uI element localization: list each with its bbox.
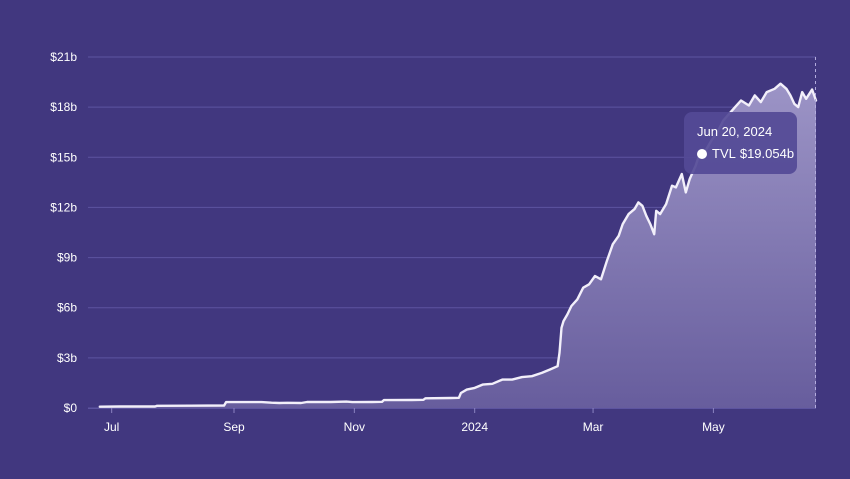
tooltip-series-label: TVL — [712, 146, 736, 161]
tooltip-date: Jun 20, 2024 — [697, 124, 773, 139]
y-tick-label: $3b — [57, 351, 77, 365]
x-axis: Jul Sep Nov 2024 Mar May — [88, 408, 816, 434]
x-tick-label: Nov — [344, 420, 365, 434]
y-tick-label: $12b — [50, 200, 77, 214]
x-tick-label: Mar — [583, 420, 604, 434]
y-tick-label: $9b — [57, 251, 77, 265]
series-dot-icon — [697, 148, 707, 159]
tooltip: Jun 20, 2024 TVL $19.054b — [684, 112, 797, 174]
gridlines — [88, 56, 816, 409]
y-axis: $0 $3b $6b $9b $12b $15b $18b $21b — [50, 50, 77, 415]
y-tick-label: $18b — [50, 100, 77, 114]
y-tick-label: $6b — [57, 301, 77, 315]
y-tick-label: $15b — [50, 150, 77, 164]
x-tick-label: 2024 — [461, 420, 488, 434]
y-tick-label: $0 — [64, 401, 78, 415]
tvl-area — [99, 83, 817, 408]
tvl-line — [98, 82, 818, 408]
y-tick-label: $21b — [50, 50, 77, 64]
x-tick-label: May — [702, 420, 725, 434]
x-tick-label: Sep — [223, 420, 245, 434]
x-tick-label: Jul — [104, 420, 119, 434]
tooltip-value: $19.054b — [739, 146, 795, 161]
plot-area — [98, 82, 818, 408]
tooltip-row: TVL $19.054b — [697, 146, 797, 161]
